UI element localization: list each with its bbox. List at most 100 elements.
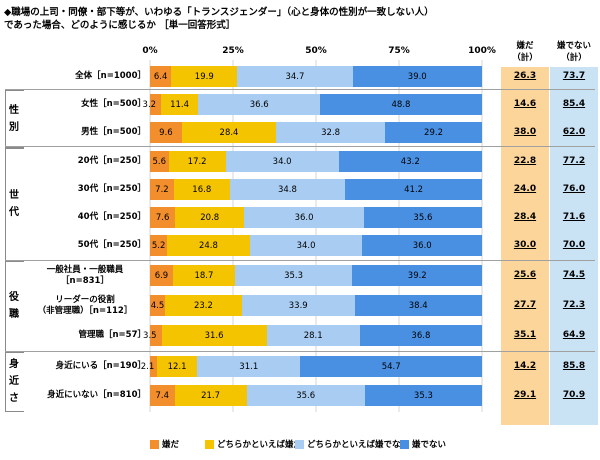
not-dislike-total-value: 64.9 <box>562 329 586 340</box>
bar-value-label: 6.4 <box>153 71 168 82</box>
legend-label: どちらかといえば嫌だ <box>217 440 303 450</box>
bar-value-label: 24.8 <box>198 240 218 251</box>
bar-value-label: 20.8 <box>200 212 220 223</box>
bar-value-label: 39.2 <box>407 270 427 281</box>
bar-value-label: 36.8 <box>411 330 431 341</box>
bar-value-label: 28.1 <box>303 330 323 341</box>
bar-value-label: 5.6 <box>152 156 167 167</box>
legend-label: 嫌でない <box>412 440 447 450</box>
bar-value-label: 35.3 <box>413 390 433 401</box>
legend-swatch <box>205 439 214 449</box>
bar-segment: 19.9 <box>171 66 238 87</box>
row-label: リーダーの役割 （非管理職）［n=112］ <box>37 294 133 316</box>
bar-segment: 35.3 <box>234 265 353 286</box>
row-label: 20代［n=250］ <box>77 156 146 166</box>
bar-segment: 24.8 <box>167 235 250 256</box>
bar-value-label: 12.1 <box>167 361 187 372</box>
bar-segment: 23.2 <box>164 295 242 316</box>
row-label: 身近にいない［n=810］ <box>47 390 146 400</box>
bar-segment: 5.6 <box>150 151 169 172</box>
row-label: 管理職［n=57］ <box>78 330 146 340</box>
bar-value-label: 16.8 <box>192 184 212 195</box>
dislike-total-value: 14.6 <box>513 98 537 109</box>
legend-label: どちらかといえば嫌でない <box>307 440 410 450</box>
bar-segment: 12.1 <box>156 356 198 377</box>
bar-segment: 6.4 <box>150 66 172 87</box>
not-dislike-total-value: 85.8 <box>562 360 586 371</box>
dislike-total-value: 29.1 <box>513 389 537 400</box>
bar-value-label: 35.6 <box>413 212 433 223</box>
dislike-total-header: 嫌だ （計） <box>512 41 538 63</box>
not-dislike-total-value: 73.7 <box>562 70 586 81</box>
not-dislike-total-value: 77.2 <box>562 155 586 166</box>
bar-segment: 16.8 <box>173 179 230 200</box>
bar-segment: 35.6 <box>363 207 482 228</box>
bar-segment: 17.2 <box>168 151 226 172</box>
legend-label: 嫌だ <box>162 440 180 450</box>
not-dislike-total-value: 85.4 <box>562 98 586 109</box>
bar-segment: 41.2 <box>345 179 482 200</box>
bar-value-label: 29.2 <box>424 127 443 138</box>
bar-value-label: 3.5 <box>143 330 157 341</box>
legend-swatch <box>150 439 159 449</box>
bar-value-label: 9.6 <box>159 127 173 138</box>
group-label: 性別 <box>9 104 19 133</box>
bar-segment: 3.2 <box>143 94 161 115</box>
bar-value-label: 7.2 <box>155 184 169 195</box>
x-tick-label: 100% <box>468 46 496 56</box>
group-label: 役職 <box>9 291 19 320</box>
bar-segment: 35.3 <box>364 385 482 406</box>
bar-value-label: 7.6 <box>155 212 170 223</box>
bar-segment: 34.8 <box>229 179 346 200</box>
bar-value-label: 48.8 <box>391 99 411 110</box>
bar-segment: 3.5 <box>143 325 162 346</box>
bar-segment: 33.9 <box>241 295 355 316</box>
not-dislike-total-value: 71.6 <box>562 211 586 222</box>
group-bracket <box>5 90 24 149</box>
bar-value-label: 36.6 <box>249 99 269 110</box>
bar-segment: 38.4 <box>354 295 482 316</box>
bar-segment: 36.0 <box>244 207 364 228</box>
bar-value-label: 21.7 <box>201 390 221 401</box>
bar-segment: 2.1 <box>141 356 157 377</box>
bar-segment: 7.6 <box>150 207 176 228</box>
bar-segment: 39.0 <box>352 66 482 87</box>
legend-item: どちらかといえば嫌だ <box>205 438 302 450</box>
bar-value-label: 41.2 <box>404 184 424 195</box>
bar-value-label: 32.8 <box>321 127 341 138</box>
bar-value-label: 4.5 <box>150 300 165 311</box>
bar-value-label: 38.4 <box>408 300 428 311</box>
bar-segment: 36.6 <box>198 94 320 115</box>
bar-value-label: 31.1 <box>239 361 259 372</box>
bar-value-label: 33.9 <box>288 300 308 311</box>
dislike-total-value: 14.2 <box>513 360 537 371</box>
bar-value-label: 34.0 <box>272 156 292 167</box>
bar-segment: 34.7 <box>237 66 353 87</box>
not-dislike-total-value: 70.0 <box>562 239 586 250</box>
group-separator <box>5 146 595 147</box>
row-label: 男性［n=500］ <box>81 127 146 137</box>
x-tick-label: 0% <box>142 46 158 56</box>
group-separator <box>5 260 595 261</box>
bar-value-label: 36.0 <box>294 212 314 223</box>
bar-segment: 11.4 <box>160 94 199 115</box>
bar-segment: 7.2 <box>150 179 174 200</box>
dislike-total-value: 25.6 <box>513 269 537 280</box>
bar-segment: 35.6 <box>246 385 365 406</box>
chart-title-line1: ◆職場の上司・同僚・部下等が、いわゆる「トランスジェンダー」（心と身体の性別が一… <box>4 7 434 18</box>
bar-value-label: 28.4 <box>219 127 239 138</box>
dislike-total-value: 24.0 <box>513 183 537 194</box>
row-label: 30代［n=250］ <box>77 184 146 194</box>
bar-segment: 31.1 <box>197 356 301 377</box>
x-tick-label: 50% <box>305 46 327 56</box>
bar-value-label: 34.8 <box>277 184 297 195</box>
bar-value-label: 23.2 <box>193 300 213 311</box>
bar-value-label: 19.9 <box>194 71 214 82</box>
bar-value-label: 35.6 <box>296 390 316 401</box>
row-label: 40代［n=250］ <box>77 212 146 222</box>
bar-value-label: 7.4 <box>155 390 170 401</box>
legend-item: 嫌だ <box>150 438 179 450</box>
bar-value-label: 3.2 <box>142 99 157 110</box>
group-separator <box>5 351 595 352</box>
bar-segment: 6.9 <box>150 265 173 286</box>
